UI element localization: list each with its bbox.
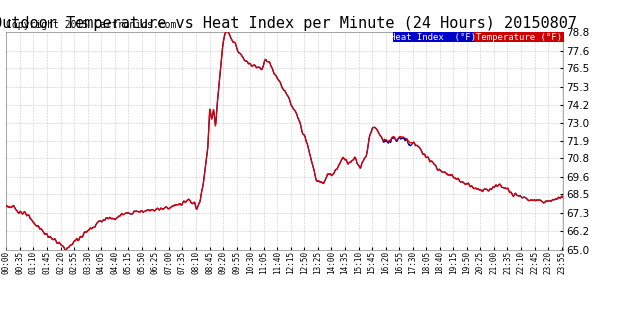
- FancyBboxPatch shape: [474, 32, 564, 42]
- Title: Outdoor Temperature vs Heat Index per Minute (24 Hours) 20150807: Outdoor Temperature vs Heat Index per Mi…: [0, 16, 577, 31]
- Text: Heat Index  (°F): Heat Index (°F): [390, 33, 476, 42]
- Text: Copyright 2015 Cartronics.com: Copyright 2015 Cartronics.com: [6, 20, 177, 30]
- FancyBboxPatch shape: [394, 32, 474, 42]
- Text: Temperature (°F): Temperature (°F): [476, 33, 562, 42]
